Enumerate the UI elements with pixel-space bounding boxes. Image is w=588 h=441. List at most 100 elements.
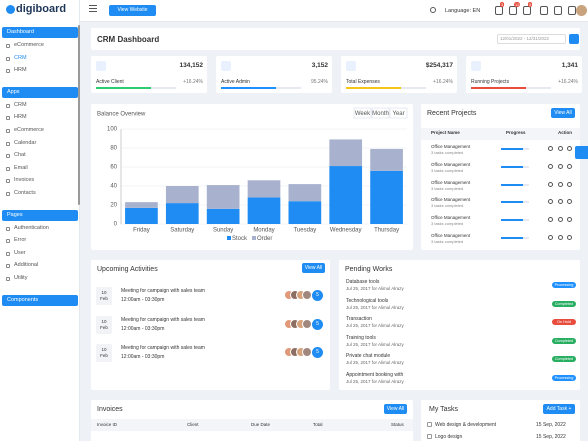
- progress-bar: [501, 201, 523, 204]
- view-all[interactable]: View All: [551, 108, 575, 118]
- add-task[interactable]: Add Task +: [543, 404, 575, 414]
- nav-item[interactable]: Error: [14, 237, 27, 244]
- view-website-button[interactable]: View Website: [109, 5, 156, 16]
- card-title: Upcoming Activities: [97, 266, 158, 273]
- section-header: Pages: [2, 209, 78, 221]
- view-all-label[interactable]: View All: [304, 265, 323, 271]
- language[interactable]: Language: EN: [445, 8, 481, 14]
- nav-item[interactable]: Contacts: [14, 190, 36, 196]
- x-tick-label: Monday: [253, 228, 274, 234]
- nav-item[interactable]: HRM: [14, 114, 27, 121]
- work-meta: Jul 25, 2017 for Alimul Alrazy: [346, 379, 404, 384]
- scrollbar: [78, 25, 80, 205]
- x-tick-label: Thursday: [374, 228, 399, 234]
- bar: [125, 202, 158, 208]
- stat-card: $254,317 Total Expenses +16.24%: [341, 56, 457, 93]
- badge: 3: [500, 2, 505, 7]
- work-meta: Jul 25, 2017 for Alimul Alrazy: [346, 341, 404, 347]
- nav-item[interactable]: Additional: [14, 262, 39, 269]
- bar: [370, 148, 403, 171]
- range-button-label[interactable]: Week: [355, 111, 371, 117]
- nav-item[interactable]: Calendar: [14, 139, 37, 146]
- x-tick-label: Wednesday: [330, 228, 362, 234]
- view-all-label[interactable]: View All: [554, 110, 572, 116]
- stat-value: 134,152: [179, 62, 204, 69]
- date-box: 10 Feb: [96, 315, 112, 334]
- icon: [554, 6, 562, 15]
- chart-card: Balance Overview Week Month Year 0 20 40 60 80 10…: [91, 104, 413, 250]
- nav-icon: [6, 129, 10, 133]
- nav-item[interactable]: CRM: [14, 101, 27, 108]
- view-website[interactable]: View Website: [117, 7, 148, 13]
- nav-icon: [6, 166, 10, 171]
- stat-card: 3,152 Active Admin 95.24%: [216, 56, 332, 93]
- x-tick-label: Friday: [133, 228, 150, 234]
- y-tick-label: 60: [110, 165, 117, 171]
- bar: [206, 185, 240, 209]
- view-all-label[interactable]: View All: [386, 406, 405, 412]
- y-tick-label: 20: [110, 203, 117, 209]
- nav-item[interactable]: eCommerce: [14, 42, 44, 48]
- view-all[interactable]: View All: [384, 404, 407, 414]
- card-title: Pending Works: [345, 266, 393, 273]
- section-title[interactable]: Dashboard: [7, 29, 34, 35]
- activity-time: 12:00am - 03:30pm: [121, 354, 165, 360]
- header-card: CRM Dashboard 12/01/2022 - 12/31/2022: [91, 28, 580, 50]
- nav-item[interactable]: Authentication: [14, 224, 49, 231]
- section-title[interactable]: Components: [7, 296, 39, 303]
- range-button[interactable]: [389, 107, 408, 119]
- view-all[interactable]: View All: [302, 263, 325, 273]
- add-task-label[interactable]: Add Task +: [546, 406, 572, 412]
- bar: [288, 184, 322, 202]
- range-button[interactable]: [353, 107, 372, 119]
- nav-item[interactable]: Utility: [14, 275, 28, 281]
- upcoming-card: Upcoming Activities View All 10 Feb Meeting …: [91, 260, 330, 390]
- stat-change: 95.24%: [311, 79, 328, 85]
- nav-item[interactable]: Chat: [14, 152, 26, 159]
- project-name: Office Management: [431, 215, 471, 221]
- task-date: 15 Sep, 2022: [536, 434, 566, 440]
- nav-item[interactable]: Email: [14, 164, 28, 171]
- date-input: [497, 34, 566, 44]
- nav-item[interactable]: eCommerce: [14, 127, 44, 133]
- date-range[interactable]: 12/01/2022 - 12/31/2022: [500, 36, 550, 41]
- bar: [288, 201, 322, 224]
- section-title[interactable]: Pages: [7, 211, 23, 218]
- action-icon: [558, 181, 563, 187]
- card-title: Invoices: [97, 406, 123, 413]
- nav-item[interactable]: User: [14, 249, 26, 256]
- range-button-label[interactable]: Year: [392, 111, 404, 117]
- column-header: Progress: [506, 130, 526, 135]
- range-button-label[interactable]: Month: [372, 111, 389, 117]
- stat-card: 134,152 Active Client +16.24%: [91, 56, 207, 93]
- stat-card: 1,341 Running Projects +16.24%: [466, 56, 582, 93]
- bar: [370, 170, 403, 224]
- progress-bar: [501, 165, 523, 168]
- section-title[interactable]: Apps: [7, 88, 20, 95]
- stat-icon: [221, 61, 231, 71]
- column-header: Total: [313, 422, 323, 427]
- legend-label: Stock: [232, 236, 248, 242]
- nav-icon: [6, 264, 10, 269]
- work-meta: Jul 25, 2017 for Alimul Alrazy: [346, 286, 404, 291]
- stat-label: Active Client: [96, 79, 124, 85]
- date-day: 10: [101, 290, 107, 295]
- icon: [540, 6, 548, 15]
- date-month: Feb: [100, 353, 108, 358]
- nav-item[interactable]: CRM: [14, 54, 27, 61]
- project-tasks: 3 tasks completed: [431, 239, 464, 244]
- bar: [165, 203, 199, 224]
- nav-icon: [6, 103, 10, 108]
- progress-bar: [501, 237, 523, 239]
- nav-item[interactable]: HRM: [14, 67, 27, 74]
- x-tick-label: Tuesday: [293, 228, 316, 234]
- task-title: Web design & development: [435, 422, 497, 428]
- y-tick-label: 80: [110, 146, 117, 152]
- nav-item[interactable]: Invoices: [14, 177, 35, 184]
- stat-change: +16.24%: [558, 79, 578, 85]
- range-button[interactable]: [371, 107, 390, 119]
- date-button: [569, 34, 579, 44]
- date-month: Feb: [100, 296, 108, 301]
- more-avatars: 5: [312, 290, 323, 301]
- stat-change: +16.24%: [183, 79, 203, 85]
